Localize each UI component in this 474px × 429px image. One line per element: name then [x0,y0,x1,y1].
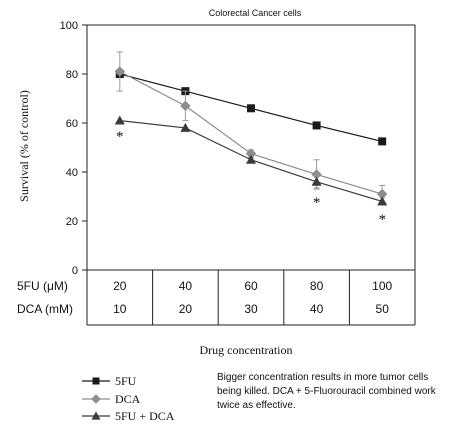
series-line [119,71,383,195]
y-tick-label: 80 [66,69,78,81]
data-point [311,176,322,186]
series-5fu-dca [114,115,388,206]
significance-asterisk: * [378,212,386,228]
data-point [377,196,388,206]
y-tick-label: 0 [72,265,78,277]
x-tick-label: 80 [310,279,324,293]
chart-title: Colorectal Cancer cells [209,8,302,18]
data-point [114,115,125,125]
y-axis-label: Survival (% of control) [17,90,31,202]
legend-marker [91,411,101,420]
plot-border [86,24,416,271]
data-point [180,100,191,112]
x-tick-label: 50 [376,302,390,316]
annotation-layer: * * * [116,129,386,228]
legend-label: 5FU + DCA [115,409,175,423]
data-point [180,122,191,132]
significance-asterisk: * [313,195,321,211]
series-dca [114,51,388,204]
legend-marker [91,394,101,404]
x-axis-table: 5FU (μM) 20 40 60 80 100 DCA (mM) 10 20 30 40 50 [17,270,416,326]
series-5fu [115,70,387,146]
legend-marker [92,377,100,385]
y-tick-label: 40 [66,167,78,179]
table-row-label: 5FU (μM) [17,279,68,293]
data-point [377,188,388,200]
x-tick-label: 10 [113,302,127,316]
x-tick-label: 60 [244,279,258,293]
y-tick-label: 20 [66,216,78,228]
legend-label: 5FU [115,374,137,388]
y-tick-label: 100 [60,20,78,32]
x-tick-label: 40 [179,279,193,293]
x-tick-label: 20 [113,279,127,293]
x-tick-label: 40 [310,302,324,316]
x-tick-label: 100 [372,279,392,293]
plot-frame [86,24,416,271]
note-text: Bigger concentration results in more tum… [217,372,437,411]
data-point [245,148,257,159]
y-axis: 0 20 40 60 80 100 [60,20,87,277]
x-axis-label: Drug concentration [200,343,293,357]
data-point [311,169,322,180]
data-point [247,104,255,113]
data-point [312,121,321,130]
series-layer [114,51,388,206]
data-point [114,66,125,77]
legend-label: DCA [115,392,141,406]
data-point [378,137,387,146]
table-row-label: DCA (mM) [17,302,73,316]
data-point [246,154,256,164]
x-tick-label: 20 [179,302,193,316]
y-tick-label: 60 [66,118,78,130]
legend: 5FU DCA 5FU + DCA [82,374,175,423]
caption-note: Bigger concentration results in more tum… [217,372,437,411]
x-tick-label: 30 [244,302,258,316]
significance-asterisk: * [116,129,124,145]
